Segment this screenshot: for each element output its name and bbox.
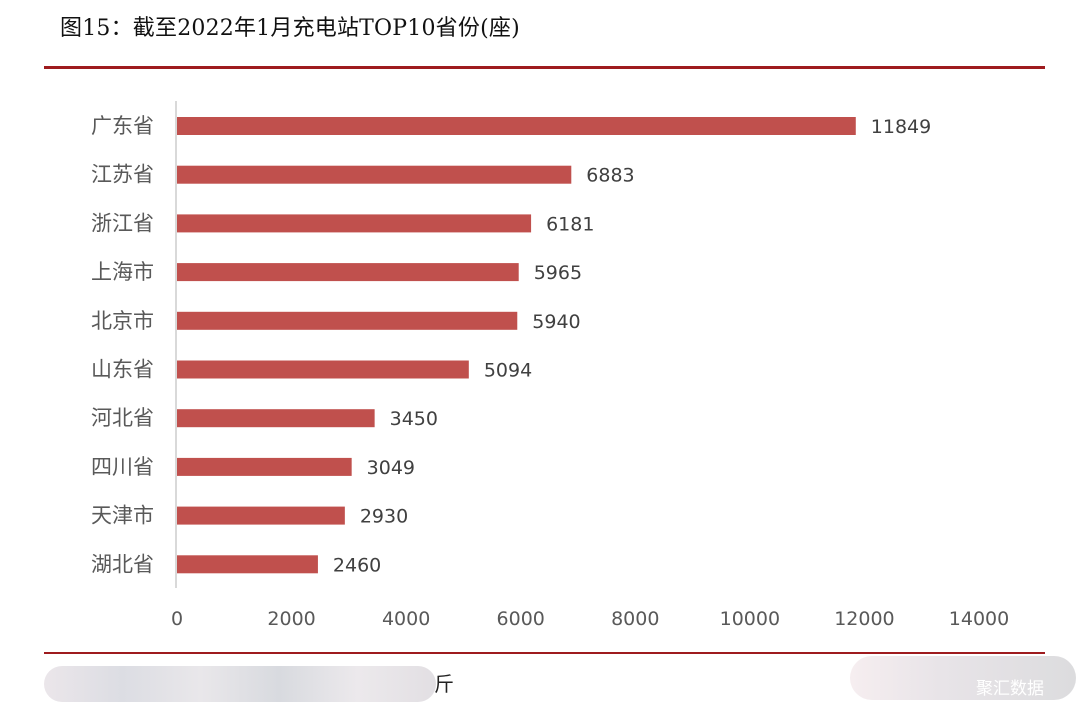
watermark-blur [850,656,1076,700]
x-tick-label: 6000 [497,608,545,630]
top-rule [44,66,1045,69]
data-label: 11849 [871,116,931,138]
bar [177,263,519,282]
x-tick-label: 4000 [382,608,430,630]
bar [177,165,572,184]
category-label: 山东省 [91,358,154,382]
x-tick-label: 8000 [611,608,659,630]
x-tick-label: 0 [171,608,183,630]
watermark-text: 聚汇数据 [976,679,1044,699]
data-label: 3049 [367,457,415,479]
category-label: 湖北省 [91,552,154,576]
bar [177,360,469,379]
category-label: 天津市 [91,504,154,528]
category-label: 河北省 [91,406,154,430]
category-label: 广东省 [91,114,154,138]
data-label: 5094 [484,360,532,382]
data-label: 2460 [333,554,381,576]
category-label: 北京市 [91,309,154,333]
category-label: 江苏省 [91,163,154,187]
data-label: 6181 [546,213,594,235]
bar [177,457,352,476]
x-tick-label: 14000 [949,608,1009,630]
data-label: 2930 [360,506,408,528]
figure-title: 图15：截至2022年1月充电站TOP10省份(座) [60,16,520,41]
x-tick-label: 12000 [834,608,894,630]
category-label: 浙江省 [91,211,154,235]
x-tick-label: 10000 [720,608,780,630]
category-label: 上海市 [91,260,154,284]
data-label: 5965 [534,262,582,284]
data-label: 5940 [532,311,580,333]
bar [177,311,518,330]
x-tick-label: 2000 [267,608,315,630]
data-label: 3450 [390,408,438,430]
bar [177,214,532,233]
data-label: 6883 [586,165,634,187]
bar [177,506,345,525]
blurred-source-text [44,666,436,702]
bar [177,117,856,135]
category-label: 四川省 [91,455,154,479]
bar [177,555,318,574]
source-text-fragment: 斤 [434,672,454,696]
bar [177,409,375,428]
bottom-rule [44,652,1045,654]
